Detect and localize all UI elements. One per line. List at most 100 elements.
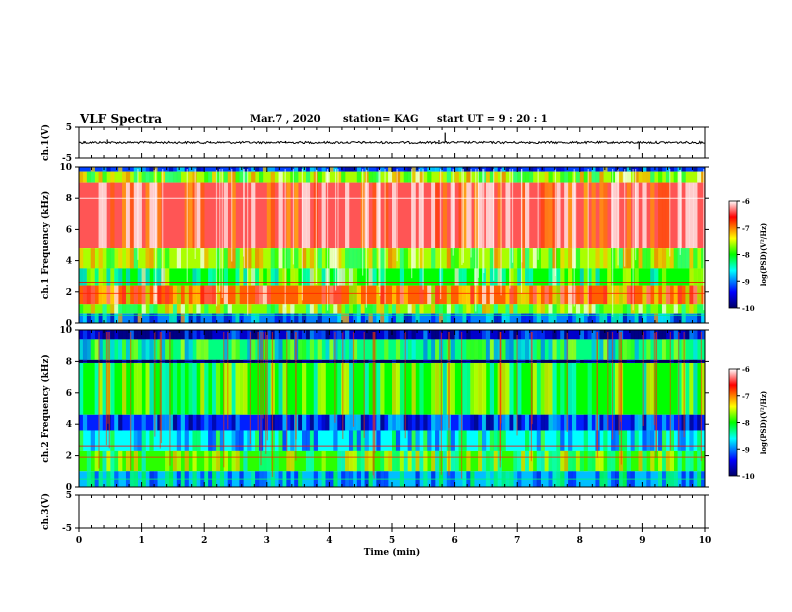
ch1-spec-cell (356, 248, 361, 269)
ch1-spec-cell (392, 167, 397, 172)
ch2-spec-cell (650, 450, 655, 472)
ch2-spec-cell (658, 450, 663, 472)
ch2-spec-cell (587, 450, 592, 472)
ch1-spec-cell (693, 182, 698, 249)
ch1-spec-cell (165, 171, 170, 183)
ch2-spec-cell (392, 414, 397, 431)
ch1-spec-cell (90, 285, 95, 305)
ch2-spec-cell (219, 430, 225, 451)
ch1-spec-cell (548, 182, 553, 249)
ch2-spec-cell (208, 330, 213, 340)
ch2-spec-cell (172, 330, 178, 340)
ch1-spec-cell (552, 304, 557, 314)
ch2-spec-cell (317, 362, 322, 415)
ch1-spec-cell (489, 182, 495, 249)
ch2-spec-cell (466, 450, 471, 472)
ch2-spec-cell (517, 362, 522, 415)
ch1-spec-cell (133, 182, 138, 249)
ch2-spec-cell (435, 414, 440, 431)
ch2-spec-cell (466, 362, 471, 415)
ch1-spec-cell (98, 182, 103, 249)
ch2-spec-cell (255, 430, 260, 451)
ch2-spec-cell (630, 414, 635, 431)
ch1-spec-cell (333, 304, 338, 314)
ch2-spec-cell (223, 450, 228, 472)
ch2-spec-cell (133, 330, 138, 340)
ch2-spec-streak (618, 332, 620, 435)
ch1-spec-cell (399, 285, 405, 305)
ch1-spec-cell (528, 313, 534, 323)
ch1-spec-cell (231, 167, 236, 172)
ch1-spec-cell (86, 285, 92, 305)
ch1-spec-cell (446, 167, 451, 172)
ch1-spec-cell (399, 268, 405, 286)
ch1-spec-cell (145, 248, 150, 269)
ch2-spec-cell (192, 450, 197, 472)
ch1-spec-cell (165, 268, 170, 286)
ch1-spec-cell (497, 313, 502, 323)
ch1-spec-cell (654, 285, 659, 305)
ch1-spec-cell (368, 248, 373, 269)
ch1-spec-cell (415, 313, 420, 323)
ch1-spec-cell (673, 285, 678, 305)
ch2-spec-cell (313, 414, 318, 431)
ch2-spec-cell (302, 362, 307, 415)
ch2-spec-cell (630, 330, 635, 340)
ch1-spec-cell (227, 248, 232, 269)
ch1-spec-cell (607, 285, 612, 305)
ch2-spec-cell (462, 362, 467, 415)
ch1-spec-cell (583, 171, 588, 183)
ch1-spec-cell (372, 248, 377, 269)
ch2-spec-cell (313, 330, 318, 340)
ch1-spec-cell (399, 313, 405, 323)
ch2-spec-cell (188, 414, 193, 431)
ch2-spec-cell (399, 450, 405, 472)
ch1-spec-cell (681, 304, 686, 314)
ch2-spec-cell (701, 362, 706, 415)
ch2-spec-cell (141, 339, 146, 360)
ch1-spec-cell (615, 285, 620, 305)
ch2-spec-cell (603, 430, 608, 451)
ch2-spec-streak (620, 332, 622, 465)
ch1-spec-cell (204, 248, 209, 269)
ch1-spec-cell (266, 268, 272, 286)
ch2-spec-cell (129, 339, 135, 360)
ch2-spec-cell (266, 450, 272, 472)
ch1-spec-cell (329, 248, 334, 269)
ch1-spec-cell (168, 171, 174, 183)
ch1-spec-cell (239, 268, 244, 286)
ch2-spec-cell (305, 330, 311, 340)
ch2-spec-cell (329, 414, 334, 431)
ch2-spec-cell (110, 339, 115, 360)
ch2-spec-cell (274, 339, 279, 360)
ch2-spec-cell (141, 330, 146, 340)
ch2-spec-cell (172, 450, 178, 472)
ch1-spec-cell (157, 182, 162, 249)
ch1-spec-ytick-label: 10 (59, 163, 72, 173)
ch1-spec-cell (94, 313, 99, 323)
ch1-spec-cell (290, 171, 295, 183)
ch1-spec-streak (418, 169, 420, 269)
ch2-cbar-gradient (728, 368, 738, 477)
ch1-spec-cell (188, 313, 193, 323)
ch1-spec-cell (215, 171, 221, 183)
ch2-spec-cell (302, 414, 307, 431)
ch1-spec-cell (669, 167, 674, 172)
ch2-spec-cell (395, 339, 401, 360)
ch1-spec-cell (517, 285, 522, 305)
ch2-spec-cell (290, 330, 295, 340)
ch2-spec-cell (568, 430, 573, 451)
ch1-spec-streak (326, 169, 329, 311)
ch2-spec-cell (615, 414, 620, 431)
ch2-spec-cell (204, 330, 209, 340)
ch1-spec-cell (525, 313, 530, 323)
ch1-spec-cell (442, 313, 448, 323)
ch2-spec-cell (149, 362, 154, 415)
ch2-spec-cell (364, 362, 369, 415)
ch2-spec-cell (137, 430, 142, 451)
ch2-spec-cell (388, 414, 393, 431)
ch2-spec-cell (489, 414, 495, 431)
ch1-spec-cell (345, 182, 350, 249)
ch1-spec-cell (438, 304, 444, 314)
ch1-spec-cell (227, 304, 232, 314)
